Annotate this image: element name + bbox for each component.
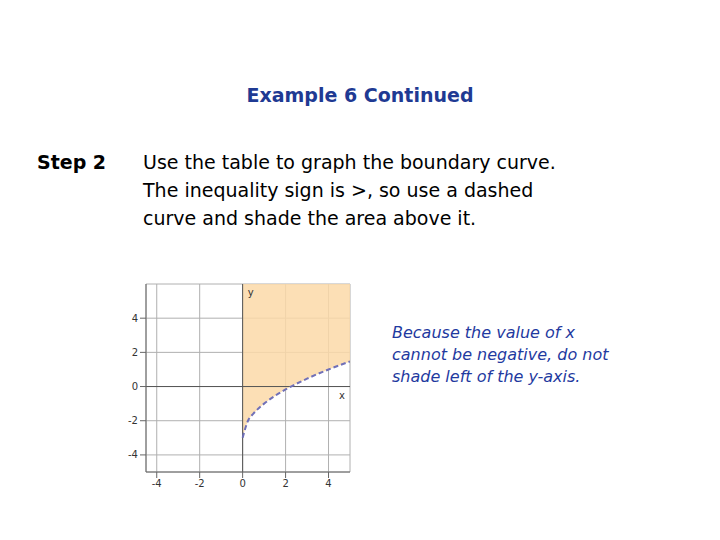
svg-text:2: 2	[132, 347, 138, 358]
html-text:Step 2: Step 2	[37, 151, 107, 173]
svg-text:4: 4	[325, 478, 331, 489]
html-text:Example 6 Continued: Example 6 Continued	[246, 84, 474, 106]
svg-text:0: 0	[132, 381, 138, 392]
svg-text:y: y	[248, 287, 254, 298]
svg-text:2: 2	[282, 478, 288, 489]
html-text:Because the value of x cannot: Because the value of x cannot be negativ…	[392, 323, 609, 386]
svg-text:-2: -2	[195, 478, 205, 489]
html-text:Use the table to graph the bou: Use the table to graph the boundary curv…	[143, 151, 556, 229]
svg-text:x: x	[339, 390, 345, 401]
svg-text:0: 0	[239, 478, 245, 489]
svg-text:-2: -2	[128, 415, 138, 426]
svg-text:4: 4	[132, 313, 138, 324]
svg-text:-4: -4	[128, 449, 138, 460]
svg-text:-4: -4	[152, 478, 162, 489]
